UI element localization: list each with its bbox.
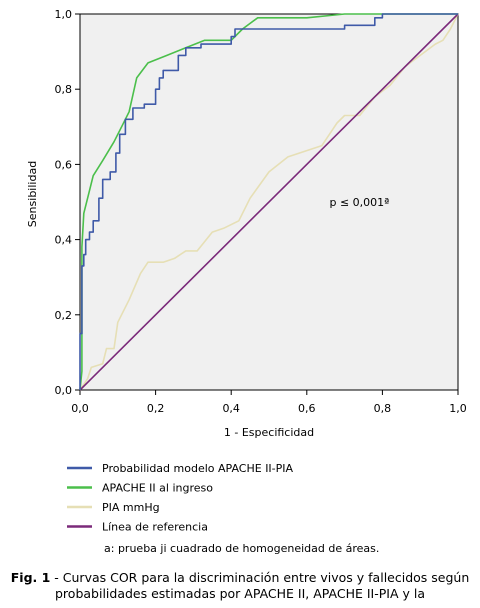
legend-label: Línea de referencia bbox=[102, 521, 208, 534]
caption-label: Fig. 1 bbox=[10, 570, 51, 585]
p-value-annotation: p ≤ 0,001ª bbox=[329, 196, 389, 209]
axis-ticks bbox=[75, 13, 459, 395]
tick-labels: 0,0 0,2 0,4 0,6 0,8 1,0 0,0 0,2 0,4 0,6 0,8 1,0 bbox=[55, 8, 467, 415]
legend-note: a: prueba ji cuadrado de homogeneidad de… bbox=[104, 542, 379, 555]
legend-label: APACHE II al ingreso bbox=[102, 482, 213, 495]
series-line-1 bbox=[79, 13, 458, 391]
legend-label: Probabilidad modelo APACHE II-PIA bbox=[102, 462, 294, 475]
y-tick-label: 1,0 bbox=[55, 8, 73, 21]
y-tick-label: 0,8 bbox=[55, 83, 73, 96]
x-tick-label: 0,6 bbox=[298, 402, 316, 415]
caption-text: - Curvas COR para la discriminación entr… bbox=[50, 570, 470, 601]
legend-label: PIA mmHg bbox=[102, 501, 160, 514]
x-tick-label: 0,0 bbox=[71, 402, 89, 415]
y-tick-label: 0,6 bbox=[55, 158, 73, 171]
x-tick-label: 1,0 bbox=[449, 402, 467, 415]
x-tick-label: 0,4 bbox=[222, 402, 240, 415]
y-tick-label: 0,4 bbox=[55, 234, 73, 247]
series-line-0 bbox=[79, 13, 458, 390]
x-axis-title: 1 - Especificidad bbox=[224, 426, 314, 439]
y-tick-label: 0,2 bbox=[55, 309, 73, 322]
x-tick-label: 0,8 bbox=[374, 402, 392, 415]
series-line-2 bbox=[79, 13, 459, 391]
legend: Probabilidad modelo APACHE II-PIA APACHE … bbox=[67, 462, 294, 534]
y-tick-label: 0,0 bbox=[55, 384, 73, 397]
series-line-3 bbox=[79, 13, 459, 391]
x-tick-label: 0,2 bbox=[147, 402, 165, 415]
figure-caption: Fig. 1 - Curvas COR para la discriminaci… bbox=[8, 570, 472, 602]
series-lines bbox=[79, 13, 459, 391]
y-axis-title: Sensibilidad bbox=[26, 161, 39, 227]
